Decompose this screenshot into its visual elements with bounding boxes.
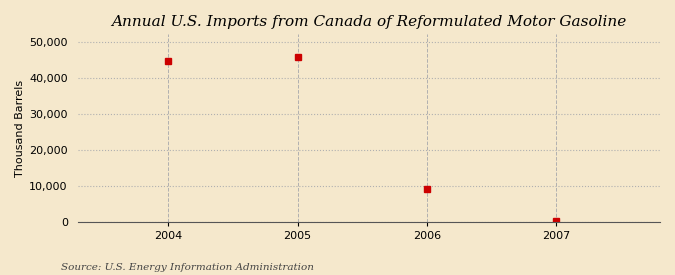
Text: Source: U.S. Energy Information Administration: Source: U.S. Energy Information Administ…: [61, 263, 314, 272]
Title: Annual U.S. Imports from Canada of Reformulated Motor Gasoline: Annual U.S. Imports from Canada of Refor…: [111, 15, 626, 29]
Y-axis label: Thousand Barrels: Thousand Barrels: [15, 79, 25, 177]
